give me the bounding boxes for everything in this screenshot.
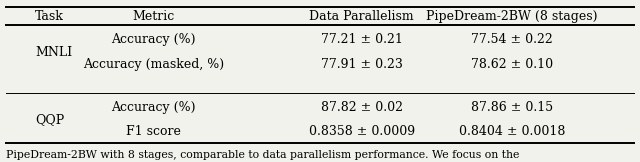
Text: 77.91 ± 0.23: 77.91 ± 0.23: [321, 58, 403, 71]
Text: Task: Task: [35, 10, 64, 23]
Text: 0.8358 ± 0.0009: 0.8358 ± 0.0009: [308, 125, 415, 138]
Text: 77.21 ± 0.21: 77.21 ± 0.21: [321, 33, 403, 46]
Text: Data Parallelism: Data Parallelism: [309, 10, 414, 23]
Text: Accuracy (masked, %): Accuracy (masked, %): [83, 58, 224, 71]
Text: PipeDream-2BW with 8 stages, comparable to data parallelism performance. We focu: PipeDream-2BW with 8 stages, comparable …: [6, 150, 520, 160]
Text: 0.8404 ± 0.0018: 0.8404 ± 0.0018: [459, 125, 565, 138]
Text: Accuracy (%): Accuracy (%): [111, 101, 196, 114]
Text: Metric: Metric: [132, 10, 175, 23]
Text: QQP: QQP: [35, 113, 65, 126]
Text: Accuracy (%): Accuracy (%): [111, 33, 196, 46]
Text: MNLI: MNLI: [35, 46, 72, 59]
Text: F1 score: F1 score: [126, 125, 181, 138]
Text: 87.82 ± 0.02: 87.82 ± 0.02: [321, 101, 403, 114]
Text: 78.62 ± 0.10: 78.62 ± 0.10: [471, 58, 553, 71]
Text: 87.86 ± 0.15: 87.86 ± 0.15: [471, 101, 553, 114]
Text: 77.54 ± 0.22: 77.54 ± 0.22: [471, 33, 553, 46]
Text: PipeDream-2BW (8 stages): PipeDream-2BW (8 stages): [426, 10, 598, 23]
